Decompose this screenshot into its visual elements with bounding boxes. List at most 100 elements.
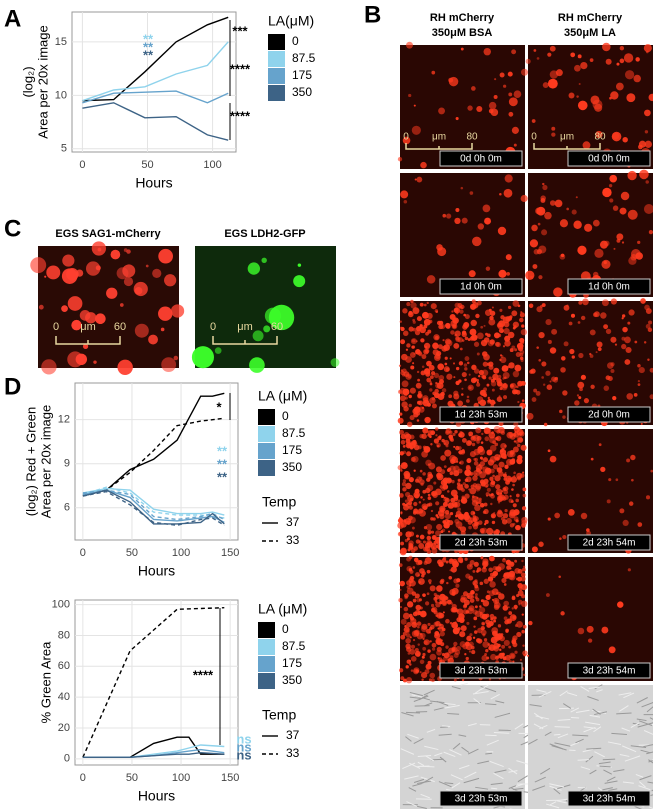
cell [529,369,534,374]
cell [457,556,464,563]
cell [445,645,449,649]
cell [586,530,591,536]
texture [452,742,461,750]
cell [497,467,503,474]
legend-label: 350 [292,85,312,99]
cell [514,440,517,443]
cell [514,348,518,352]
cell [409,387,416,394]
cell [410,656,417,662]
cell [499,308,503,312]
cell [416,370,420,374]
cell [427,493,431,497]
cell [446,373,453,380]
cell [407,652,411,655]
cell [505,315,512,322]
y-tick-label: 10 [55,89,67,101]
cell [644,304,650,311]
cell [490,502,493,506]
cell [406,421,413,428]
cell [402,612,410,620]
texture [413,778,425,784]
cell [610,91,619,100]
cell [521,584,528,591]
cell [510,653,515,659]
texture [539,724,548,730]
cell [535,207,543,215]
cell [414,647,419,653]
cell [509,567,512,570]
cell [455,445,460,451]
cell [476,567,482,572]
micrograph [528,685,653,809]
texture [451,782,461,789]
cell [502,513,509,519]
cell [488,567,493,573]
cell [520,194,528,203]
cell [440,494,445,498]
cell [563,304,570,311]
annotation: ** [143,47,154,62]
cell [485,594,491,600]
cell [537,222,541,226]
cell [562,390,568,396]
cell [595,130,603,139]
cell [415,572,420,578]
cell [523,653,527,657]
cell [41,359,57,375]
cell [615,478,619,482]
texture [611,732,627,735]
cell [486,656,490,660]
cell [464,493,470,499]
texture [493,731,510,734]
cell [413,469,416,472]
cell [553,287,563,297]
cell [521,516,528,524]
cell [501,558,507,563]
cell [452,432,456,437]
cell [504,335,511,342]
cell [434,354,441,361]
cell [626,458,631,463]
cell [427,463,430,466]
cell [330,358,340,367]
texture [559,690,568,697]
cell [170,304,185,318]
cell [110,249,121,260]
cell [406,302,411,307]
annotation: ns [236,731,251,746]
texture [443,751,456,758]
cell [460,594,466,600]
cell [454,496,459,501]
cell [399,387,407,395]
cell [400,190,409,199]
cell [406,621,412,628]
cell [449,454,457,462]
cell [417,643,420,646]
image-title: EGS SAG1-mCherry [55,228,161,240]
cell [474,579,478,583]
cell [478,606,486,614]
cell [465,466,472,472]
cell [526,412,534,420]
cell [503,583,507,586]
texture [624,755,641,762]
cell [479,613,486,619]
cell [405,665,409,669]
cell [648,320,653,325]
cell [437,559,443,565]
y-axis-label: Area per 20x image [35,25,50,138]
texture [444,782,454,785]
texture [634,805,643,809]
cell [493,619,497,623]
cell [418,598,422,602]
cell [492,474,495,478]
cell [508,97,518,107]
cell [505,654,511,661]
cell [515,385,519,389]
cell [471,86,476,91]
texture [405,736,412,742]
cell [491,588,499,596]
cell [517,454,523,461]
cell [590,384,595,389]
